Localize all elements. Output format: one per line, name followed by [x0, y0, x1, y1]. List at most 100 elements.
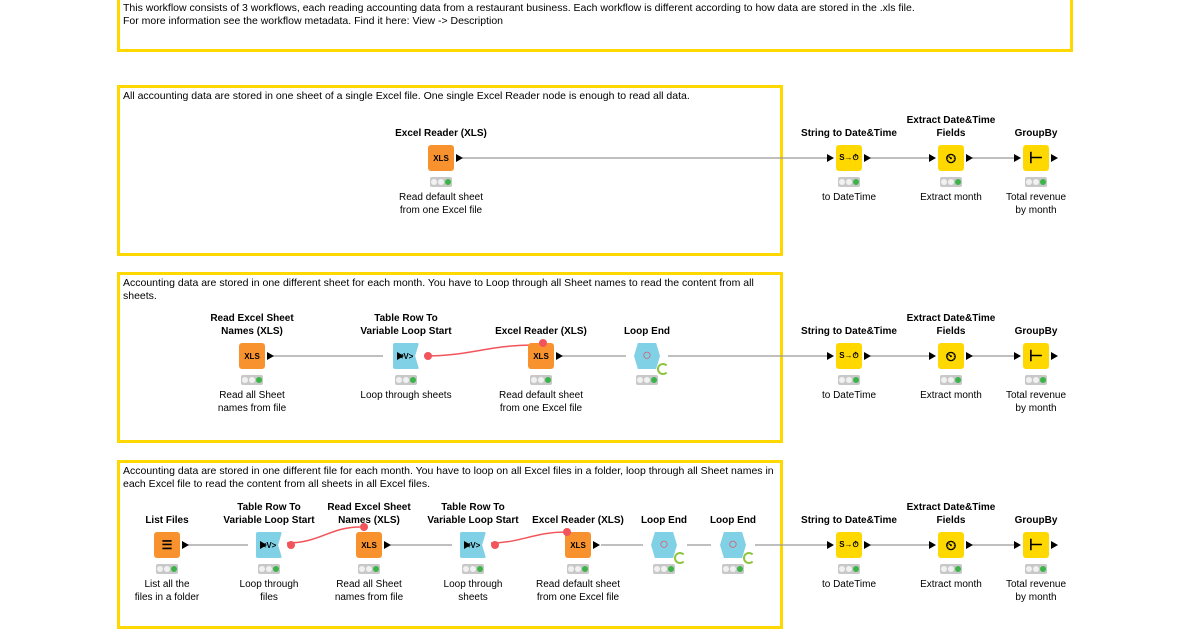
node-loop-end-sheets[interactable]: Loop End ○	[599, 515, 729, 578]
excel-reader-icon[interactable]: XLS	[428, 145, 463, 171]
input-port-icon[interactable]	[1014, 154, 1021, 162]
loop-refresh-icon	[657, 363, 669, 375]
node-status-traffic-light	[838, 564, 860, 574]
output-port-icon[interactable]	[1051, 352, 1058, 360]
node-string-to-datetime[interactable]: String to Date&Time S→⏱ to DateTime	[801, 128, 897, 203]
groupby-icon[interactable]: ⊢	[1014, 532, 1058, 558]
node-string-to-datetime[interactable]: String to Date&Time S→⏱ to DateTime	[801, 515, 897, 590]
output-port-icon[interactable]	[966, 541, 973, 549]
string-to-datetime-icon[interactable]: S→⏱	[827, 343, 871, 369]
input-port-icon[interactable]	[827, 154, 834, 162]
node-extract-datetime-fields[interactable]: Extract Date&Time Fields ⏲ Extract month	[906, 502, 996, 590]
input-port-icon[interactable]	[827, 541, 834, 549]
output-port-icon[interactable]	[966, 352, 973, 360]
node-extract-datetime-fields[interactable]: Extract Date&Time Fields ⏲ Extract month	[906, 313, 996, 401]
flow-variable-port-icon[interactable]	[491, 541, 499, 549]
node-status-traffic-light	[838, 177, 860, 187]
node-read-excel-sheet-names[interactable]: Read Excel Sheet Names (XLS) XLS Read al…	[210, 313, 294, 414]
node-excel-reader[interactable]: Excel Reader (XLS) XLS Read default shee…	[395, 128, 487, 216]
loop-end-icon[interactable]: ○	[634, 343, 660, 369]
loop-end-icon[interactable]: ○	[720, 532, 746, 558]
node-status-traffic-light	[258, 564, 280, 574]
input-port-icon[interactable]	[397, 352, 404, 360]
node-status-traffic-light	[940, 375, 962, 385]
groupby-icon[interactable]: ⊢	[1014, 145, 1058, 171]
node-status-traffic-light	[653, 564, 675, 574]
node-status-traffic-light	[430, 177, 452, 187]
header-annotation: This workflow consists of 3 workflows, e…	[117, 0, 1073, 52]
node-excel-reader[interactable]: Excel Reader (XLS) XLS Read default shee…	[495, 326, 587, 414]
input-port-icon[interactable]	[1014, 352, 1021, 360]
output-port-icon[interactable]	[966, 154, 973, 162]
output-port-icon[interactable]	[384, 541, 391, 549]
sheet-names-icon[interactable]: XLS	[239, 343, 274, 369]
output-port-icon[interactable]	[864, 352, 871, 360]
node-status-traffic-light	[940, 564, 962, 574]
node-status-traffic-light	[530, 375, 552, 385]
node-table-row-to-variable-loop-start[interactable]: Table Row To Variable Loop Start <V> Loo…	[360, 313, 452, 401]
input-port-icon[interactable]	[929, 352, 936, 360]
node-status-traffic-light	[567, 564, 589, 574]
node-status-traffic-light	[1025, 177, 1047, 187]
loop-end-icon[interactable]: ○	[651, 532, 677, 558]
node-status-traffic-light	[1025, 375, 1047, 385]
header-annotation-text: This workflow consists of 3 workflows, e…	[123, 2, 915, 27]
input-port-icon[interactable]	[929, 541, 936, 549]
node-loop-end[interactable]: Loop End ○	[582, 326, 712, 389]
node-status-traffic-light	[722, 564, 744, 574]
excel-reader-icon[interactable]: XLS	[565, 532, 600, 558]
output-port-icon[interactable]	[456, 154, 463, 162]
node-groupby[interactable]: GroupBy ⊢ Total revenue by month	[1005, 128, 1067, 216]
node-list-files[interactable]: List Files ☰ List all the files in a fol…	[134, 515, 200, 603]
string-to-datetime-icon[interactable]: S→⏱	[827, 532, 871, 558]
loop-refresh-icon	[674, 552, 686, 564]
node-extract-datetime-fields[interactable]: Extract Date&Time Fields ⏲ Extract month	[906, 115, 996, 203]
flow-variable-port-icon[interactable]	[424, 352, 432, 360]
excel-reader-icon[interactable]: XLS	[528, 343, 563, 369]
output-port-icon[interactable]	[864, 154, 871, 162]
output-port-icon[interactable]	[1051, 154, 1058, 162]
node-read-excel-sheet-names[interactable]: Read Excel Sheet Names (XLS) XLS Read al…	[327, 502, 411, 603]
input-port-icon[interactable]	[929, 154, 936, 162]
node-string-to-datetime[interactable]: String to Date&Time S→⏱ to DateTime	[801, 326, 897, 401]
node-status-traffic-light	[940, 177, 962, 187]
input-port-icon[interactable]	[827, 352, 834, 360]
node-status-traffic-light	[156, 564, 178, 574]
output-port-icon[interactable]	[593, 541, 600, 549]
string-to-datetime-icon[interactable]: S→⏱	[827, 145, 871, 171]
node-status-traffic-light	[395, 375, 417, 385]
workflow1-annotation-text: All accounting data are stored in one sh…	[123, 90, 690, 102]
node-table-row-to-variable-loop-start-sheets[interactable]: Table Row To Variable Loop Start <V> Loo…	[427, 502, 519, 603]
flow-variable-port-icon[interactable]	[539, 339, 547, 347]
workflow2-annotation-text: Accounting data are stored in one differ…	[123, 277, 754, 302]
loop-refresh-icon	[743, 552, 755, 564]
workflow3-annotation-text: Accounting data are stored in one differ…	[123, 465, 774, 490]
output-port-icon[interactable]	[182, 541, 189, 549]
sheet-names-icon[interactable]: XLS	[356, 532, 391, 558]
groupby-icon[interactable]: ⊢	[1014, 343, 1058, 369]
output-port-icon[interactable]	[267, 352, 274, 360]
input-port-icon[interactable]	[464, 541, 471, 549]
workflow2-annotation: Accounting data are stored in one differ…	[117, 272, 783, 443]
node-groupby[interactable]: GroupBy ⊢ Total revenue by month	[1005, 326, 1067, 414]
output-port-icon[interactable]	[556, 352, 563, 360]
node-status-traffic-light	[358, 564, 380, 574]
node-excel-reader[interactable]: Excel Reader (XLS) XLS Read default shee…	[532, 515, 624, 603]
flow-variable-port-icon[interactable]	[287, 541, 295, 549]
node-table-row-to-variable-loop-start-files[interactable]: Table Row To Variable Loop Start <V> Loo…	[223, 502, 315, 603]
list-files-icon[interactable]: ☰	[154, 532, 189, 558]
clock-icon[interactable]: ⏲	[929, 532, 973, 558]
node-status-traffic-light	[838, 375, 860, 385]
node-loop-end-files[interactable]: Loop End ○	[668, 515, 798, 578]
output-port-icon[interactable]	[864, 541, 871, 549]
clock-icon[interactable]: ⏲	[929, 145, 973, 171]
input-port-icon[interactable]	[1014, 541, 1021, 549]
workflow1-annotation: All accounting data are stored in one sh…	[117, 85, 783, 256]
node-status-traffic-light	[462, 564, 484, 574]
flow-variable-port-icon[interactable]	[360, 523, 368, 531]
input-port-icon[interactable]	[260, 541, 267, 549]
flow-variable-port-icon[interactable]	[563, 528, 571, 536]
clock-icon[interactable]: ⏲	[929, 343, 973, 369]
node-groupby[interactable]: GroupBy ⊢ Total revenue by month	[1005, 515, 1067, 603]
output-port-icon[interactable]	[1051, 541, 1058, 549]
